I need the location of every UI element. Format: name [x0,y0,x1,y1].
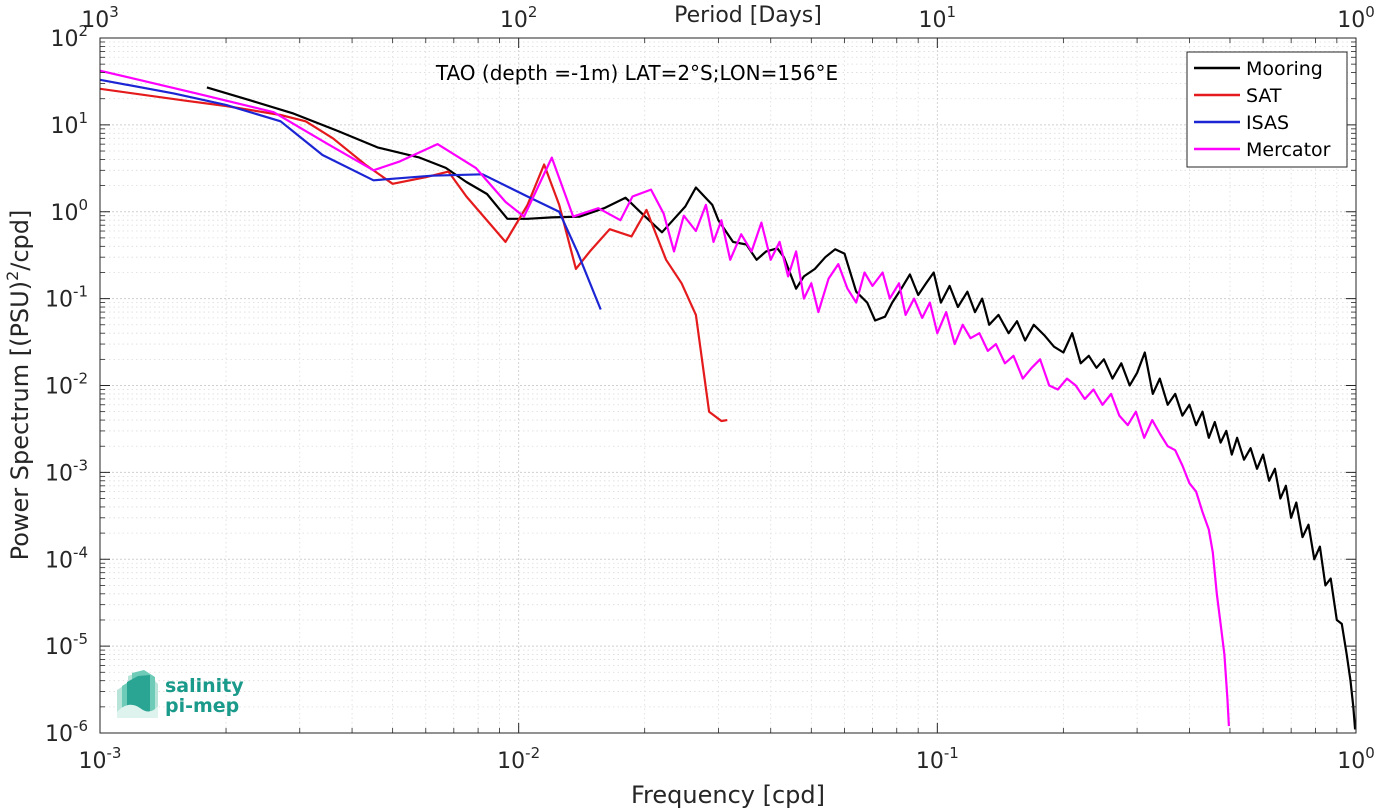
series-line-sat [100,87,728,423]
x-tick-label: 100 [1337,744,1375,774]
series-mooring [206,86,1356,730]
y-tick-label: 102 [50,22,88,52]
y-tick-label: 10-1 [45,283,88,313]
logo-wave-icon [117,670,158,718]
logo-text-pi-mep: pi-mep [165,695,239,717]
series-layer [100,69,1356,730]
top-tick-label: 101 [919,3,957,33]
y-tick-label: 101 [50,109,88,139]
y-axis-label: Power Spectrum [(PSU)2/cpd] [3,210,34,561]
legend: Mooring SAT ISAS Mercator [1186,51,1348,168]
series-mercator [100,69,1230,727]
x-axis-label: Frequency [cpd] [631,781,825,809]
series-line-mooring [206,86,1356,730]
top-tick-label: 100 [1337,3,1375,33]
series-sat [100,87,728,423]
legend-label-mercator: Mercator [1246,139,1331,161]
top-tick-label: 103 [81,3,119,33]
x-tick-label: 10-1 [916,744,959,774]
top-axis-label: Period [Days] [674,3,822,28]
y-tick-label: 10-6 [45,717,88,747]
legend-label-isas: ISAS [1246,112,1289,134]
logo-text-salinity: salinity [165,675,244,697]
y-tick-label: 10-3 [45,456,88,486]
series-line-mercator [100,69,1230,727]
x-tick-label: 10-3 [79,744,122,774]
x-tick-label: 10-2 [497,744,540,774]
legend-label-sat: SAT [1246,85,1282,107]
y-tick-label: 10-2 [45,370,88,400]
series-isas [100,78,602,310]
legend-label-mooring: Mooring [1246,58,1323,80]
y-tick-label: 10-5 [45,630,88,660]
y-tick-label: 10-4 [45,543,88,573]
y-tick-label: 100 [50,196,88,226]
chart-title: TAO (depth =-1m) LAT=2°S;LON=156°E [435,61,838,85]
salinity-pi-mep-logo: salinity pi-mep [117,670,244,718]
series-line-isas [100,78,602,310]
top-tick-label: 102 [500,3,538,33]
tick-marks [99,37,1357,734]
